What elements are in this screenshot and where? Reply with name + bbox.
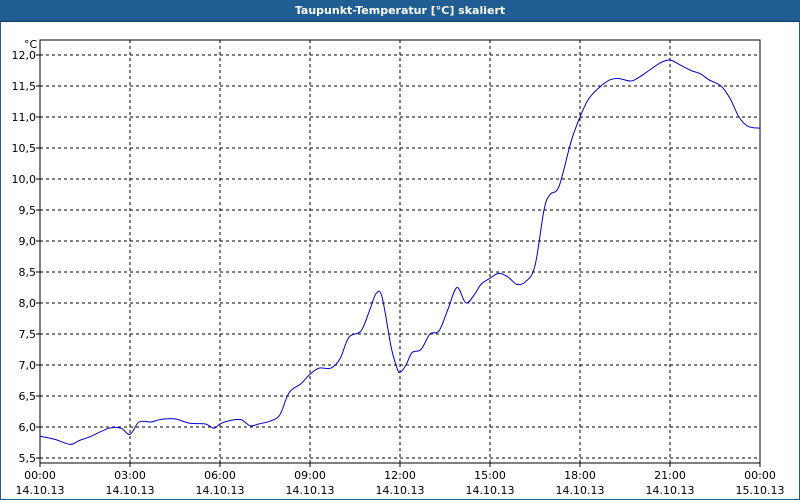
y-tick-label: 9,0 xyxy=(19,235,37,248)
y-tick-label: 10,5 xyxy=(12,142,37,155)
x-tick-time-label: 06:00 xyxy=(204,469,236,482)
y-axis-unit-label: °C xyxy=(24,38,38,51)
y-tick-label: 11,5 xyxy=(12,80,37,93)
x-tick-date-label: 14.10.13 xyxy=(556,484,605,497)
y-tick-label: 8,5 xyxy=(19,266,37,279)
y-tick-label: 5,5 xyxy=(19,452,37,465)
x-tick-date-label: 14.10.13 xyxy=(376,484,425,497)
y-tick-label: 6,5 xyxy=(19,390,37,403)
x-tick-date-label: 14.10.13 xyxy=(466,484,515,497)
y-axis-ticks: 12,0 11,5 11,0 10,5 10,0 9,5 9,0 8,5 8,0 7,5 7,0 6,… xyxy=(12,49,40,465)
y-tick-label: 7,5 xyxy=(19,328,37,341)
x-tick-date-label: 15.10.13 xyxy=(736,484,785,497)
x-tick-time-label: 15:00 xyxy=(474,469,506,482)
x-tick-time-label: 12:00 xyxy=(384,469,416,482)
x-tick-date-label: 14.10.13 xyxy=(16,484,65,497)
y-tick-label: 12,0 xyxy=(12,49,37,62)
x-tick-time-label: 09:00 xyxy=(294,469,326,482)
x-tick-date-label: 14.10.13 xyxy=(196,484,245,497)
x-axis-ticks: 00:00 14.10.13 03:00 14.10.13 06:00 14.10.13 0… xyxy=(16,463,785,497)
x-tick-time-label: 03:00 xyxy=(114,469,146,482)
x-tick-time-label: 21:00 xyxy=(654,469,686,482)
y-tick-label: 11,0 xyxy=(12,111,37,124)
x-tick-date-label: 14.10.13 xyxy=(106,484,155,497)
x-tick-time-label: 18:00 xyxy=(564,469,596,482)
x-tick-date-label: 14.10.13 xyxy=(286,484,335,497)
grid-lines xyxy=(40,40,760,463)
y-tick-label: 7,0 xyxy=(19,359,37,372)
x-tick-time-label: 00:00 xyxy=(24,469,56,482)
chart-title: Taupunkt-Temperatur [°C] skaliert xyxy=(0,0,800,22)
y-tick-label: 10,0 xyxy=(12,173,37,186)
x-tick-date-label: 14.10.13 xyxy=(646,484,695,497)
y-tick-label: 9,5 xyxy=(19,204,37,217)
x-tick-time-label: 00:00 xyxy=(744,469,776,482)
y-tick-label: 8,0 xyxy=(19,297,37,310)
y-tick-label: 6,0 xyxy=(19,421,37,434)
series-line-dewpoint xyxy=(39,59,761,445)
